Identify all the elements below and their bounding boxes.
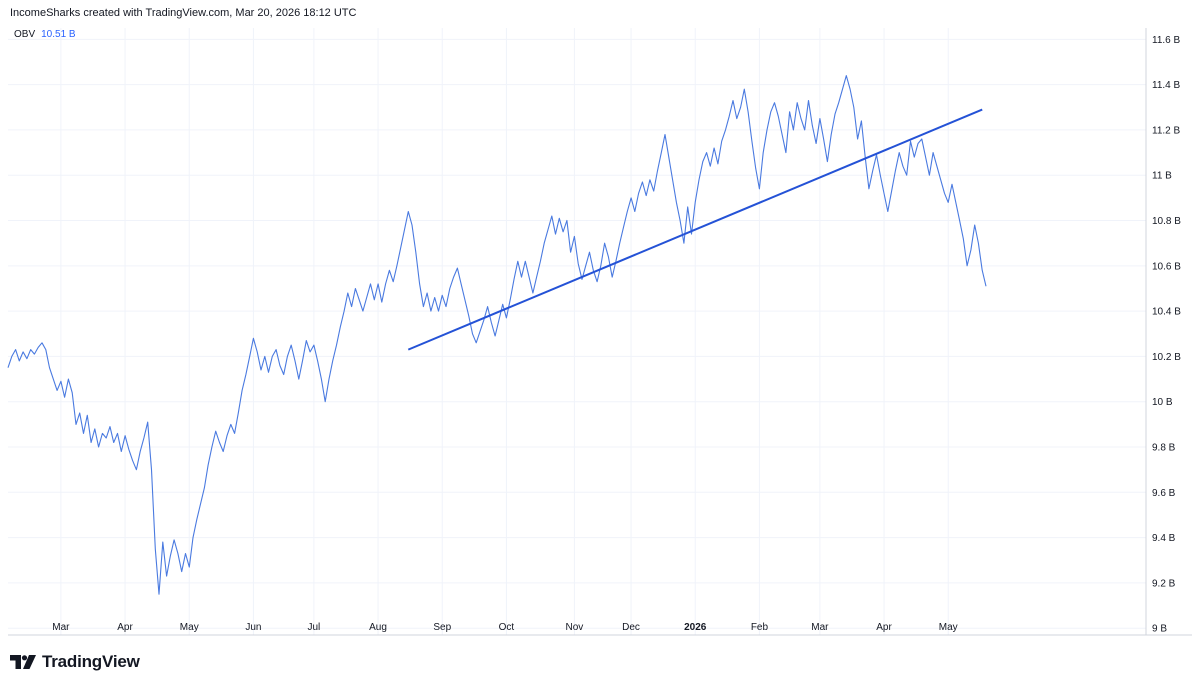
indicator-name: OBV — [14, 29, 36, 40]
tradingview-logo[interactable]: TradingView — [10, 652, 140, 672]
chart-axes — [8, 28, 1192, 636]
y-tick-label: 10.6 B — [1152, 261, 1181, 272]
x-tick-label: May — [180, 622, 199, 633]
y-tick-label: 9.8 B — [1152, 443, 1176, 454]
x-tick-label: Apr — [117, 622, 133, 633]
y-tick-label: 11.4 B — [1152, 80, 1180, 91]
y-tick-label: 9.2 B — [1152, 578, 1176, 589]
support-trendline — [407, 108, 983, 351]
x-tick-label: Mar — [52, 622, 70, 633]
y-tick-label: 11.6 B — [1152, 35, 1180, 46]
chart-credit: IncomeSharks created with TradingView.co… — [10, 7, 357, 19]
series-group — [7, 75, 987, 595]
annotation-group — [407, 108, 983, 351]
y-tick-label: 11.2 B — [1152, 125, 1180, 136]
y-tick-label: 11 B — [1152, 171, 1172, 182]
x-tick-label: Mar — [811, 622, 829, 633]
indicator-legend[interactable]: OBV 10.51 B — [14, 29, 76, 40]
x-tick-label: Dec — [622, 622, 640, 633]
tradingview-brand: TradingView — [42, 652, 140, 671]
x-tick-label: Jul — [307, 622, 320, 633]
obv-series-line — [7, 75, 987, 595]
y-tick-label: 9.4 B — [1152, 533, 1176, 544]
x-tick-label: Feb — [751, 622, 769, 633]
y-tick-label: 10.4 B — [1152, 307, 1181, 318]
x-tick-label: Jun — [245, 622, 261, 633]
x-tick-label: Oct — [499, 622, 515, 633]
indicator-value: 10.51 B — [41, 29, 76, 40]
y-tick-label: 10.2 B — [1152, 352, 1181, 363]
y-axis-labels: 9 B 9.2 B 9.4 B 9.6 B 9.8 B 10 B 10.2 B 10.4 B 1… — [1152, 35, 1181, 635]
x-axis-labels: Mar Apr May Jun Jul Aug Sep Oct Nov Dec 2026 Feb Mar… — [52, 622, 957, 633]
x-tick-label: 2026 — [684, 622, 707, 633]
grid-lines — [8, 28, 1146, 635]
x-tick-label: May — [939, 622, 958, 633]
x-tick-label: Apr — [876, 622, 892, 633]
x-tick-label: Sep — [433, 622, 451, 633]
y-tick-label: 9.6 B — [1152, 488, 1176, 499]
x-tick-label: Aug — [369, 622, 387, 633]
y-tick-label: 10.8 B — [1152, 216, 1181, 227]
tradingview-logo-icon — [10, 655, 36, 669]
x-tick-label: Nov — [566, 622, 584, 633]
y-tick-label: 10 B — [1152, 397, 1173, 408]
y-tick-label: 9 B — [1152, 624, 1167, 635]
